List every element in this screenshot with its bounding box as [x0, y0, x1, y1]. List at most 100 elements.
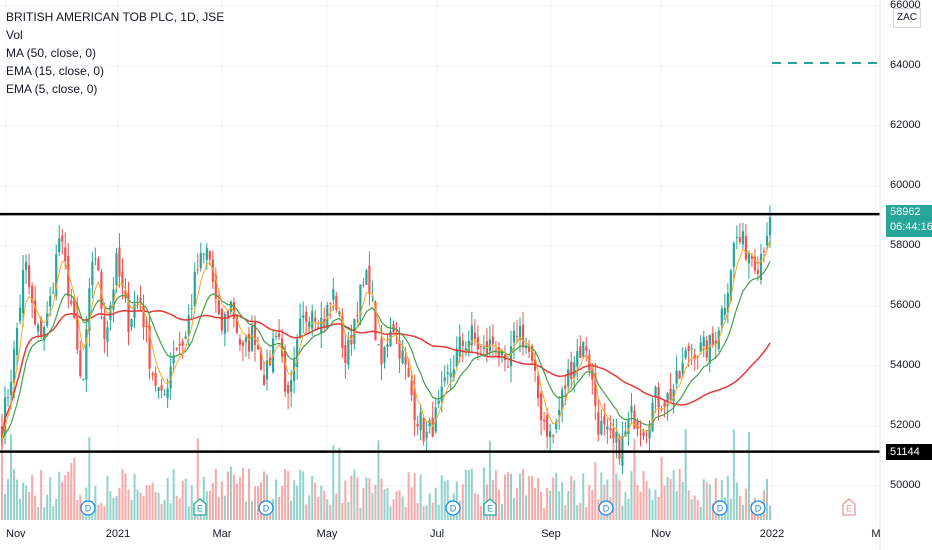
price-tick-label: 54000: [890, 359, 921, 371]
candle-body: [332, 289, 335, 300]
indicator-volume[interactable]: Vol: [6, 28, 23, 42]
volume-bar: [708, 484, 711, 520]
price-tick-label: 66000: [890, 0, 921, 11]
volume-bar: [88, 437, 91, 520]
indicator-ema15[interactable]: EMA (15, close, 0): [6, 64, 105, 78]
candle-body: [726, 293, 729, 313]
event-marker-label: D: [755, 504, 762, 514]
candle-body: [570, 361, 573, 380]
symbol-title[interactable]: BRITISH AMERICAN TOB PLC, 1D, JSE: [6, 10, 225, 24]
volume-bar: [37, 507, 40, 520]
candle-body: [636, 421, 639, 430]
price-tick-label: 60000: [890, 179, 921, 191]
volume-bar: [260, 482, 263, 520]
earnings-marker: [193, 498, 207, 516]
candle-body: [449, 372, 452, 378]
volume-bar: [124, 473, 127, 520]
earnings-marker: [842, 498, 856, 516]
candle-body: [31, 285, 34, 304]
volume-bar: [365, 477, 368, 520]
volume-bar: [666, 476, 669, 520]
volume-bar: [266, 474, 269, 520]
volume-bar: [413, 472, 416, 520]
candle-body: [320, 317, 323, 334]
candle-body: [329, 302, 332, 304]
candle-body: [76, 312, 79, 350]
candle-body: [190, 308, 193, 310]
candle-body: [52, 292, 55, 294]
candle-body: [223, 314, 226, 334]
candle-body: [515, 335, 519, 337]
candle-body: [741, 231, 744, 245]
candle-body: [250, 325, 254, 351]
volume-bar: [115, 496, 118, 520]
candle-body: [265, 360, 269, 380]
volume-bar: [702, 479, 705, 520]
candle-body: [380, 338, 383, 365]
volume-bar: [528, 476, 531, 520]
time-tick-label: Sep: [541, 528, 561, 540]
volume-bar: [257, 486, 259, 520]
dividend-marker: [712, 500, 728, 516]
volume-bar: [263, 471, 266, 520]
volume-bar: [226, 471, 229, 520]
candle-body: [383, 347, 386, 363]
volume-bar: [500, 503, 503, 520]
candle-body: [546, 415, 549, 437]
indicator-ma50[interactable]: MA (50, close, 0): [6, 46, 97, 60]
volume-bar: [157, 492, 160, 520]
candle-body: [88, 288, 91, 331]
dividend-marker: [445, 500, 461, 516]
candle-body: [82, 379, 85, 381]
volume-bar: [19, 498, 22, 520]
candle-body: [196, 269, 199, 271]
volume-bar: [64, 475, 67, 520]
candle-body: [109, 304, 112, 320]
candle-body: [747, 253, 751, 264]
candle-body: [440, 386, 443, 402]
volume-bar: [43, 507, 46, 520]
volume-bar: [287, 471, 290, 520]
candle-body: [627, 419, 630, 435]
candle-body: [15, 328, 19, 356]
indicator-ema5[interactable]: EMA (5, close, 0): [6, 82, 98, 96]
volume-bar: [380, 478, 383, 520]
volume-bar: [434, 487, 437, 520]
candle-body: [609, 428, 612, 431]
candle-body: [205, 248, 208, 260]
currency-label[interactable]: ZAC: [893, 8, 921, 28]
volume-bar: [534, 487, 537, 520]
volume-bar: [744, 488, 747, 520]
volume-bar: [247, 468, 250, 520]
last-price-tag: 58962 06:44:16: [886, 205, 932, 238]
volume-bar: [561, 482, 564, 520]
volume-bar: [169, 503, 172, 520]
volume-bar: [49, 476, 52, 520]
candle-body: [552, 435, 555, 437]
candle-body: [401, 350, 404, 364]
event-marker-label: D: [717, 504, 724, 514]
volume-bar: [720, 479, 723, 520]
volume-bar: [618, 480, 621, 520]
time-tick-label: May: [316, 528, 338, 540]
volume-bar: [525, 495, 528, 520]
candle-body: [386, 344, 389, 348]
candle-body: [473, 332, 476, 339]
candle-body: [753, 256, 757, 271]
volume-bar: [660, 456, 663, 520]
last-price: 58962: [890, 206, 921, 219]
volume-bar: [410, 487, 413, 520]
candle-body: [594, 373, 597, 407]
volume-bar: [645, 481, 648, 520]
candle-body: [597, 412, 600, 435]
volume-bar: [223, 495, 226, 520]
candle-body: [70, 300, 73, 304]
candle-body: [588, 354, 591, 371]
candle-body: [247, 334, 251, 352]
volume-bar: [437, 504, 440, 520]
candle-body: [419, 412, 422, 431]
candle-body: [690, 348, 693, 350]
support-price: 51144: [890, 445, 920, 458]
